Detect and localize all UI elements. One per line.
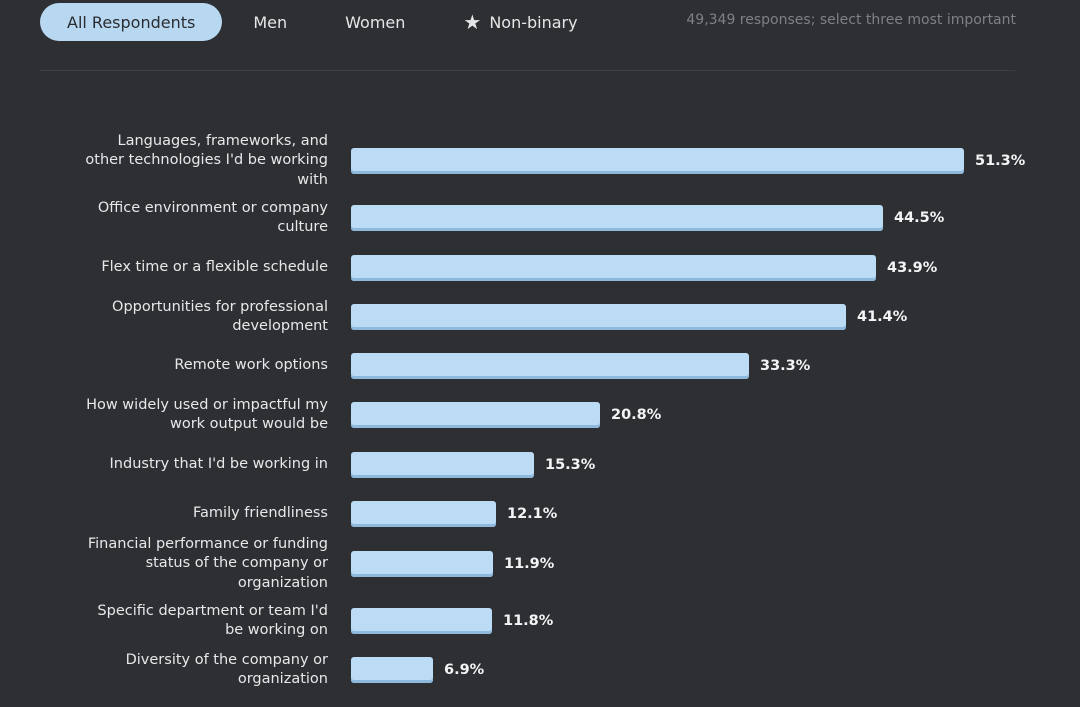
category-label: Financial performance or funding status …: [87, 535, 328, 591]
bar-value-label: 15.3%: [545, 457, 596, 473]
bar[interactable]: [351, 501, 496, 527]
category-label: Office environment or company culture: [97, 199, 328, 236]
bar-value-label: 43.9%: [887, 260, 938, 276]
tab-men[interactable]: Men: [253, 3, 287, 41]
respondent-filter-tabs: All Respondents Men Women ★ Non-binary: [40, 3, 578, 41]
category-label: Remote work options: [174, 357, 328, 373]
category-label: Languages, frameworks, and other technol…: [85, 132, 328, 188]
bar[interactable]: [351, 608, 492, 634]
bar-value-label: 51.3%: [975, 153, 1026, 169]
bar-value-label: 44.5%: [894, 210, 945, 226]
star-icon: ★: [463, 10, 482, 34]
bar-value-label: 41.4%: [857, 309, 908, 325]
bar[interactable]: [351, 255, 876, 281]
bar[interactable]: [351, 452, 534, 478]
category-label: Opportunities for professional developme…: [112, 298, 328, 335]
category-label: Specific department or team I'd be worki…: [97, 602, 328, 639]
response-count-note: 49,349 responses; select three most impo…: [686, 12, 1016, 28]
bar-value-label: 11.8%: [503, 613, 554, 629]
tab-label: Men: [253, 12, 288, 32]
bar-value-label: 12.1%: [507, 506, 558, 522]
bar-value-label: 6.9%: [444, 662, 485, 678]
bar[interactable]: [351, 402, 600, 428]
bar-value-label: 11.9%: [504, 556, 555, 572]
category-label: Flex time or a flexible schedule: [101, 259, 328, 275]
tab-label: Women: [345, 12, 406, 32]
bar[interactable]: [351, 148, 964, 174]
bar[interactable]: [351, 205, 883, 231]
divider: [40, 70, 1015, 71]
tab-non-binary[interactable]: ★ Non-binary: [463, 3, 577, 41]
bar[interactable]: [351, 304, 846, 330]
category-label: Diversity of the company or organization: [125, 651, 328, 688]
tab-women[interactable]: Women: [345, 3, 405, 41]
category-label: Industry that I'd be working in: [109, 456, 328, 472]
bar[interactable]: [351, 551, 493, 577]
bar-value-label: 20.8%: [611, 407, 662, 423]
tab-label: Non-binary: [489, 12, 578, 32]
category-label: How widely used or impactful my work out…: [86, 396, 328, 433]
bar[interactable]: [351, 657, 433, 683]
tab-label: All Respondents: [67, 12, 196, 32]
bar[interactable]: [351, 353, 749, 379]
category-label: Family friendliness: [193, 505, 328, 521]
bar-value-label: 33.3%: [760, 358, 811, 374]
tab-all-respondents[interactable]: All Respondents: [40, 3, 223, 41]
